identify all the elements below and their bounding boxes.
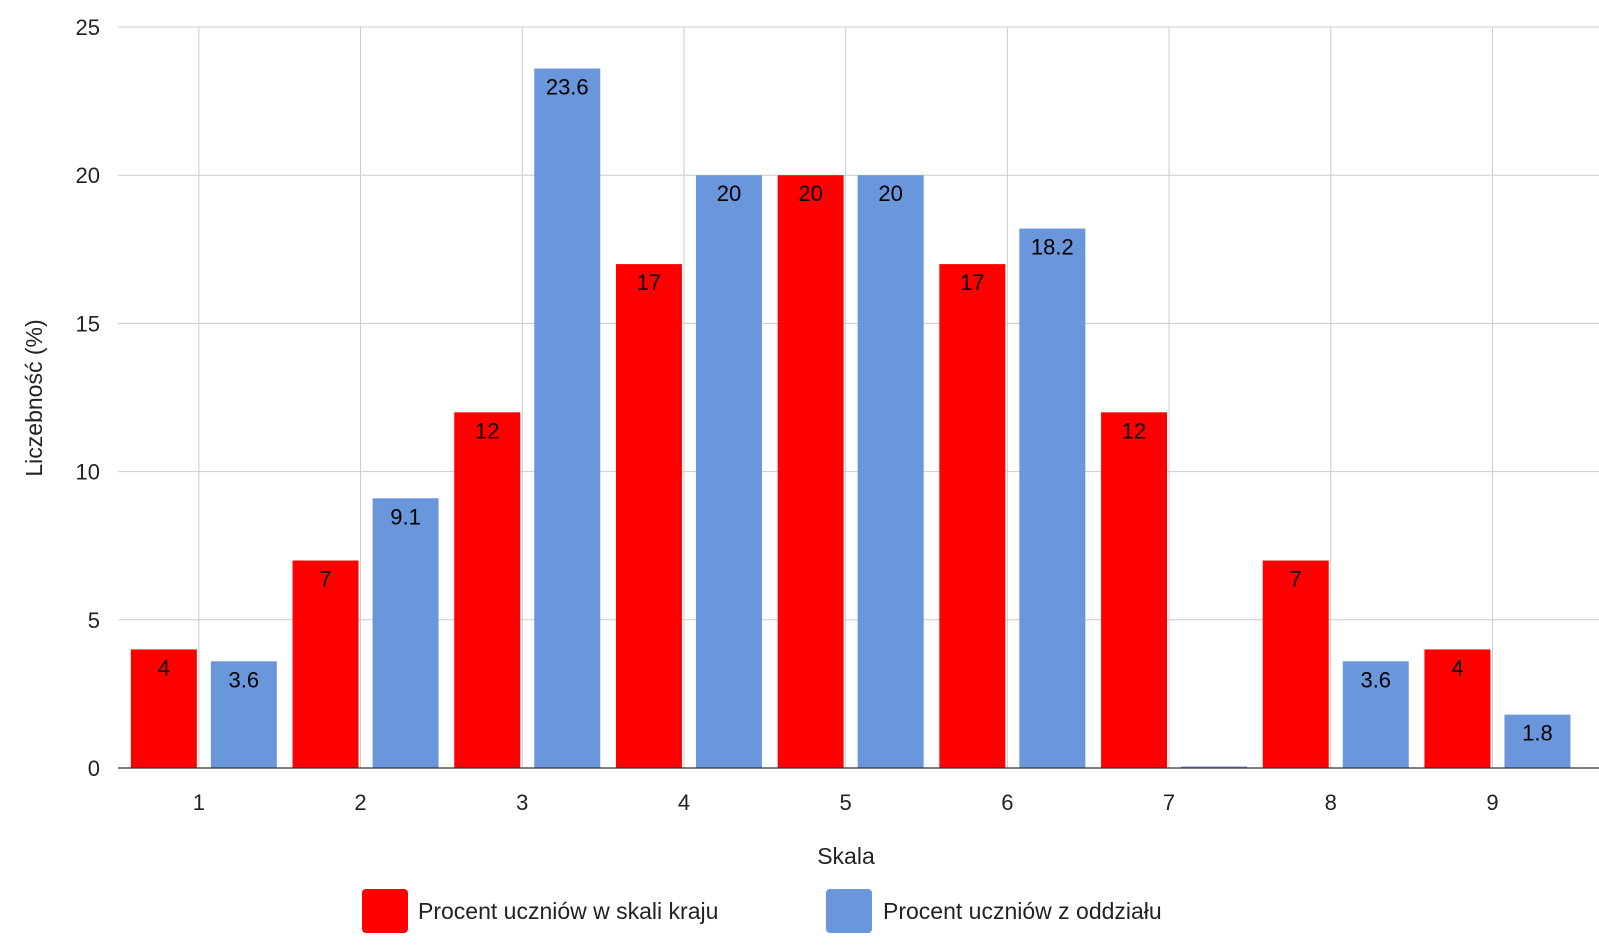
- x-axis-title: Skala: [817, 843, 875, 869]
- x-tick-label: 6: [1001, 790, 1013, 815]
- bar-class: [695, 175, 762, 768]
- data-label: 17: [637, 270, 661, 295]
- x-tick-label: 1: [193, 790, 205, 815]
- data-label: 9.1: [390, 504, 421, 529]
- bar-class: [372, 498, 439, 768]
- bars-layer: [130, 68, 1571, 769]
- bar-class: [534, 68, 601, 769]
- bar-class: [1504, 714, 1571, 768]
- x-tick-label: 8: [1325, 790, 1337, 815]
- data-label: 1.8: [1522, 721, 1553, 746]
- x-tick-label: 7: [1163, 790, 1175, 815]
- data-label: 17: [960, 270, 984, 295]
- bar-national: [1424, 649, 1491, 768]
- x-tick-label: 9: [1486, 790, 1498, 815]
- data-label: 3.6: [229, 667, 260, 692]
- y-tick-label: 15: [76, 311, 100, 336]
- bar-class: [1342, 661, 1409, 768]
- legend-label-class: Procent uczniów z oddziału: [883, 898, 1162, 924]
- data-label: 3.6: [1360, 667, 1391, 692]
- bar-national: [939, 264, 1006, 768]
- y-tick-label: 0: [88, 756, 100, 781]
- y-tick-label: 10: [76, 460, 100, 485]
- legend: Procent uczniów w skali kraju Procent uc…: [362, 889, 1162, 933]
- data-label: 4: [1451, 655, 1463, 680]
- legend-label-national: Procent uczniów w skali kraju: [418, 898, 718, 924]
- bar-national: [777, 175, 844, 768]
- bar-national: [292, 560, 359, 768]
- data-label: 20: [878, 181, 902, 206]
- x-tick-label: 3: [516, 790, 528, 815]
- bar-national: [1262, 560, 1329, 768]
- legend-swatch-class: [826, 889, 872, 933]
- grid-layer: [118, 26, 1599, 768]
- y-tick-label: 20: [76, 163, 100, 188]
- bar-national: [130, 649, 197, 768]
- x-tick-label: 2: [354, 790, 366, 815]
- legend-swatch-national: [362, 889, 408, 933]
- data-label: 4: [158, 655, 170, 680]
- data-label: 23.6: [546, 74, 589, 99]
- bar-class: [1181, 766, 1248, 768]
- data-label: 12: [475, 418, 499, 443]
- data-label: 20: [717, 181, 741, 206]
- data-label: 7: [319, 567, 331, 592]
- bar-class: [1019, 228, 1086, 768]
- data-label: 18.2: [1031, 235, 1074, 260]
- bar-class: [210, 661, 277, 768]
- y-axis-title: Liczebność (%): [21, 319, 47, 476]
- data-label: 12: [1122, 418, 1146, 443]
- bar-class: [857, 175, 924, 768]
- y-tick-label: 5: [88, 608, 100, 633]
- data-label: 7: [1290, 567, 1302, 592]
- x-tick-label: 5: [840, 790, 852, 815]
- data-label: 20: [798, 181, 822, 206]
- bar-labels-layer: 4 7 12 17 20 17 12 7 4 3.6 9.1 23.6 20 20 18.2 3.6 1.8: [158, 74, 1553, 745]
- y-tick-label: 25: [76, 15, 100, 40]
- bar-national: [1101, 412, 1168, 768]
- bar-national: [454, 412, 521, 768]
- x-tick-label: 4: [678, 790, 690, 815]
- bar-national: [615, 264, 682, 768]
